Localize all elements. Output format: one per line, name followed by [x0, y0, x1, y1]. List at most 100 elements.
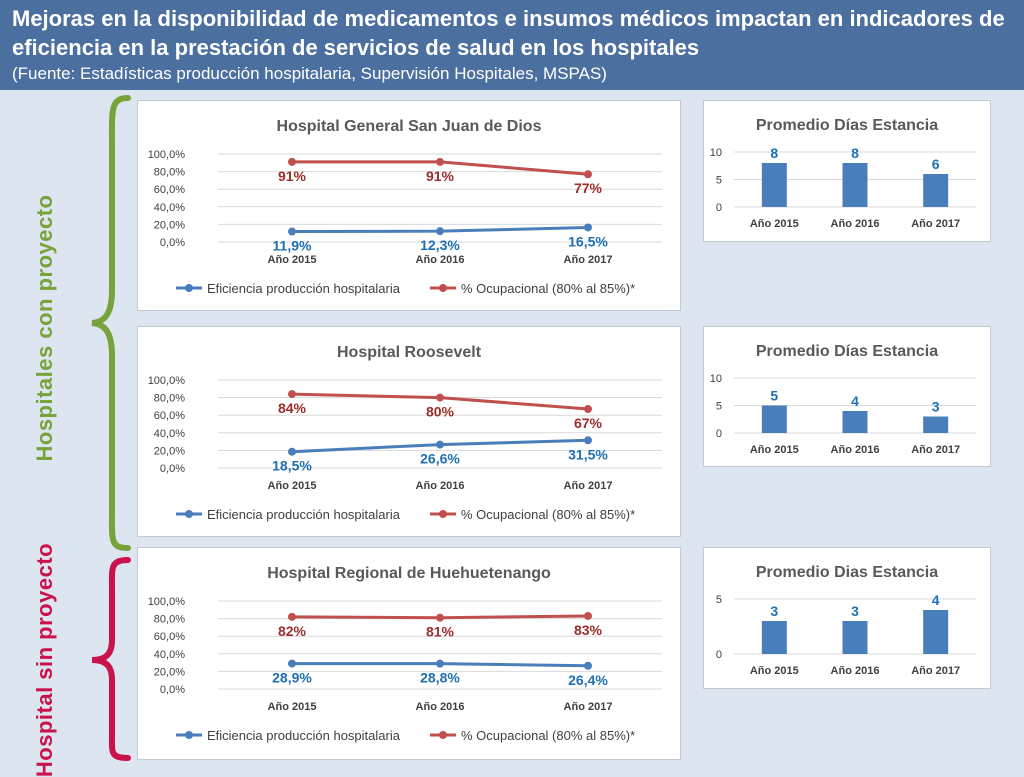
- data-label: 3: [851, 603, 859, 619]
- legend-swatch-marker: [185, 731, 193, 739]
- data-label: 11,9%: [273, 238, 312, 254]
- chart-title: Hospital General San Juan de Dios: [277, 118, 542, 135]
- y-tick-label: 60,0%: [154, 631, 185, 643]
- data-point: [436, 659, 444, 668]
- data-label: 3: [932, 399, 940, 415]
- page-title-line-2: eficiencia en la prestación de servicios…: [12, 35, 700, 60]
- y-tick-label: 40,0%: [154, 202, 185, 214]
- line-chart-roosevelt: Hospital Roosevelt 100,0% 80,0% 60,0% 40,0% 2…: [148, 344, 662, 522]
- x-tick-label: Año 2016: [416, 701, 465, 713]
- legend-label: % Ocupacional (80% al 85%)*: [461, 507, 635, 522]
- legend-swatch-marker: [185, 510, 193, 518]
- y-tick-label: 10: [710, 373, 722, 385]
- data-label: 91%: [426, 168, 455, 184]
- data-point: [436, 227, 444, 236]
- x-tick-label: Año 2017: [911, 218, 960, 230]
- legend-swatch-marker: [439, 510, 447, 518]
- x-tick-label: Año 2017: [564, 480, 613, 492]
- chart-title: Promedio Dias Estancia: [756, 564, 938, 581]
- y-tick-label: 80,0%: [154, 614, 185, 626]
- bar: [842, 411, 868, 433]
- group-label-with-project: Hospitales con proyecto: [32, 194, 57, 462]
- y-tick-label: 0: [716, 428, 722, 440]
- bar: [761, 163, 787, 207]
- data-label: 77%: [574, 180, 603, 196]
- y-tick-label: 5: [716, 401, 722, 413]
- bar-chart-san-juan: Promedio Días Estancia 10 5 0 8 Año 2015 8 Año …: [710, 117, 976, 230]
- y-tick-label: 40,0%: [154, 649, 185, 661]
- chart-title: Promedio Días Estancia: [756, 343, 938, 360]
- data-label: 26,4%: [568, 672, 608, 688]
- y-tick-label: 60,0%: [154, 184, 185, 196]
- x-tick-label: Año 2016: [416, 254, 465, 266]
- data-point: [288, 659, 296, 668]
- data-point: [436, 613, 444, 622]
- x-tick-label: Año 2015: [268, 254, 317, 266]
- data-label: 12,3%: [420, 237, 460, 253]
- x-tick-label: Año 2015: [750, 218, 799, 230]
- data-label: 83%: [574, 622, 603, 638]
- y-tick-label: 20,0%: [154, 219, 185, 231]
- x-tick-label: Año 2017: [911, 444, 960, 456]
- data-point: [288, 227, 296, 236]
- line-chart-huehuetenango: Hospital Regional de Huehuetenango 100,0%…: [148, 565, 662, 743]
- data-label: 8: [770, 145, 778, 161]
- x-tick-label: Año 2015: [750, 665, 799, 677]
- bar-panel-roosevelt: Promedio Días Estancia 10 5 0 5 Año 2015 4 Año …: [703, 326, 991, 467]
- x-tick-label: Año 2016: [831, 444, 880, 456]
- group-label-without-project: Hospital sin proyecto: [32, 542, 57, 777]
- chart-title: Hospital Roosevelt: [337, 344, 482, 361]
- green-brace: [91, 95, 131, 551]
- data-point: [436, 440, 444, 449]
- data-label: 31,5%: [568, 446, 608, 462]
- data-label: 84%: [278, 400, 307, 416]
- data-label: 16,5%: [568, 233, 608, 249]
- data-label: 6: [932, 156, 940, 172]
- legend-label: Eficiencia producción hospitalaria: [207, 507, 401, 522]
- data-label: 5: [770, 388, 778, 404]
- bar: [923, 416, 949, 433]
- bar-panel-san-juan: Promedio Días Estancia 10 5 0 8 Año 2015 8 Año …: [703, 100, 991, 242]
- legend-label: % Ocupacional (80% al 85%)*: [461, 281, 635, 296]
- x-tick-label: Año 2017: [911, 665, 960, 677]
- data-label: 4: [851, 393, 859, 409]
- bar: [923, 610, 949, 654]
- data-label: 91%: [278, 168, 307, 184]
- data-point: [288, 447, 296, 456]
- y-tick-label: 100,0%: [148, 375, 186, 387]
- line-chart-san-juan: Hospital General San Juan de Dios 100,0% 8…: [148, 118, 662, 296]
- legend-label: Eficiencia producción hospitalaria: [207, 281, 401, 296]
- y-tick-label: 10: [710, 147, 722, 159]
- data-point: [288, 157, 296, 166]
- bar: [842, 163, 868, 207]
- x-tick-label: Año 2015: [750, 444, 799, 456]
- data-point: [288, 612, 296, 621]
- y-tick-label: 40,0%: [154, 428, 185, 440]
- legend-label: % Ocupacional (80% al 85%)*: [461, 728, 635, 743]
- chart-panel-huehuetenango: Hospital Regional de Huehuetenango 100,0%…: [137, 547, 681, 760]
- y-tick-label: 20,0%: [154, 445, 185, 457]
- y-tick-label: 0,0%: [160, 684, 185, 696]
- data-point: [584, 611, 592, 620]
- bar-chart-roosevelt: Promedio Días Estancia 10 5 0 5 Año 2015 4 Año …: [710, 343, 976, 456]
- y-tick-label: 100,0%: [148, 596, 186, 608]
- braces: [91, 95, 131, 761]
- data-label: 80%: [426, 404, 455, 420]
- data-label: 28,9%: [272, 670, 312, 686]
- chart-panel-roosevelt: Hospital Roosevelt 100,0% 80,0% 60,0% 40,0% 2…: [137, 326, 681, 537]
- data-point: [584, 223, 592, 232]
- data-label: 67%: [574, 415, 603, 431]
- data-label: 4: [932, 592, 940, 608]
- data-point: [584, 661, 592, 670]
- bar: [923, 174, 949, 207]
- y-tick-label: 0,0%: [160, 237, 185, 249]
- data-label: 8: [851, 145, 859, 161]
- x-tick-label: Año 2015: [268, 701, 317, 713]
- source-note: (Fuente: Estadísticas producción hospita…: [12, 64, 607, 83]
- data-point: [436, 393, 444, 402]
- y-tick-label: 5: [716, 175, 722, 187]
- page-title-line-1: Mejoras en la disponibilidad de medicame…: [12, 6, 1005, 31]
- legend-swatch-marker: [185, 284, 193, 292]
- legend-swatch-marker: [439, 284, 447, 292]
- bar-chart-huehuetenango: Promedio Dias Estancia 5 0 3 Año 2015 3 Año 20…: [716, 564, 976, 677]
